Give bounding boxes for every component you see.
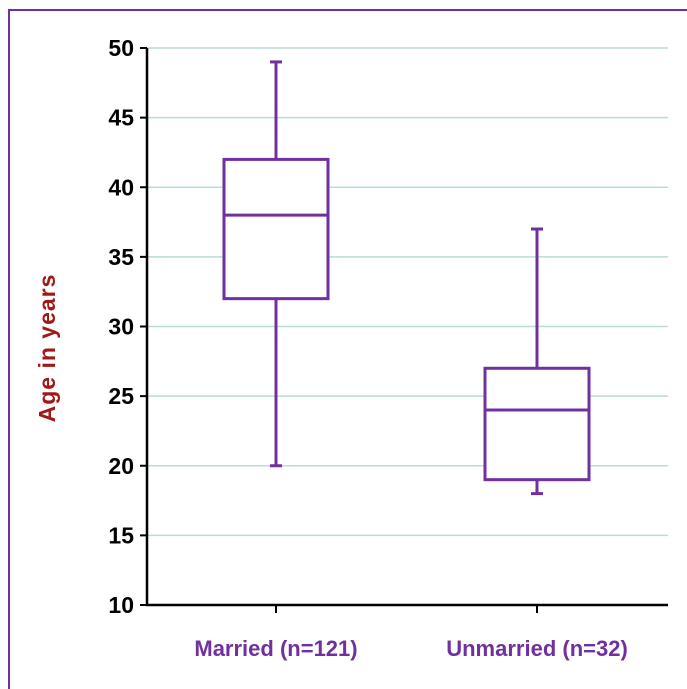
y-tick-label: 35 bbox=[108, 244, 134, 270]
axes bbox=[140, 47, 668, 613]
chart-frame bbox=[8, 9, 687, 689]
labels: 10 15 20 25 30 35 40 45 50 Married (n=121) Unmarri… bbox=[108, 35, 627, 661]
y-tick-label: 10 bbox=[108, 592, 134, 618]
box-group bbox=[222, 60, 330, 468]
x-category-label: Married (n=121) bbox=[194, 636, 357, 661]
y-tick-label: 30 bbox=[108, 314, 134, 340]
y-axis-title: Age in years bbox=[34, 274, 60, 423]
iqr-box bbox=[222, 157, 330, 301]
y-tick-label: 25 bbox=[108, 383, 134, 409]
iqr-box bbox=[483, 366, 591, 482]
y-tick-label: 20 bbox=[108, 453, 134, 479]
y-tick-label: 40 bbox=[108, 174, 134, 200]
box-group bbox=[483, 227, 591, 496]
y-tick-label: 45 bbox=[108, 105, 134, 131]
y-tick-label: 50 bbox=[108, 35, 134, 61]
x-category-label: Unmarried (n=32) bbox=[446, 636, 628, 661]
y-tick-label: 15 bbox=[108, 522, 134, 548]
boxes bbox=[222, 60, 591, 496]
